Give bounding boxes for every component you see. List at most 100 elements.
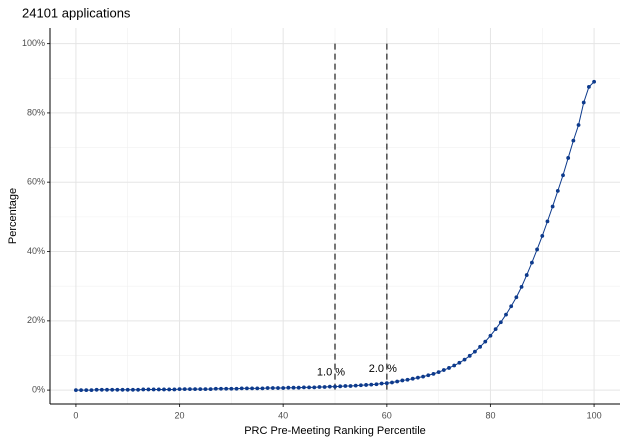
point <box>436 370 441 375</box>
point <box>457 360 462 365</box>
annotation: 2.0 % <box>369 363 397 375</box>
point <box>120 387 125 392</box>
point <box>131 387 135 392</box>
y-tick-label: 0% <box>32 385 45 395</box>
y-tick-label: 100% <box>22 38 45 48</box>
point <box>343 384 348 388</box>
point <box>379 381 384 386</box>
point <box>364 383 368 387</box>
point <box>493 327 498 332</box>
x-tick-label: 20 <box>175 410 185 420</box>
point <box>395 379 400 384</box>
point <box>115 387 120 392</box>
point <box>89 388 94 393</box>
point <box>307 385 311 390</box>
point <box>592 79 596 84</box>
point <box>317 385 322 389</box>
point <box>125 387 130 392</box>
point <box>193 387 197 391</box>
point <box>250 386 254 391</box>
x-tick-label: 40 <box>278 410 288 420</box>
point <box>441 368 446 372</box>
point <box>74 388 78 393</box>
point <box>296 385 301 390</box>
point <box>265 386 270 390</box>
x-tick-label: 0 <box>73 410 78 420</box>
point <box>384 381 389 386</box>
point <box>234 386 239 391</box>
point <box>239 386 244 391</box>
point <box>146 387 151 392</box>
point <box>587 85 591 89</box>
point <box>535 247 539 252</box>
point <box>79 388 83 393</box>
point <box>359 383 363 388</box>
point <box>162 387 166 392</box>
point <box>312 385 317 390</box>
point <box>514 295 519 300</box>
y-axis-label: Percentage <box>7 188 19 244</box>
point <box>374 382 379 387</box>
point <box>530 260 534 265</box>
point <box>182 387 187 391</box>
point <box>136 387 140 392</box>
point <box>276 386 280 390</box>
point <box>519 284 524 289</box>
point <box>426 373 431 378</box>
point <box>167 387 172 392</box>
point <box>322 385 327 389</box>
x-tick-label: 60 <box>382 410 392 420</box>
point <box>198 387 203 391</box>
point <box>524 273 529 277</box>
point <box>504 312 508 317</box>
point <box>213 386 218 391</box>
point <box>99 387 104 392</box>
point <box>224 386 229 391</box>
point <box>498 320 503 325</box>
point <box>478 344 482 349</box>
point <box>488 333 493 338</box>
point <box>555 188 560 193</box>
y-tick-label: 40% <box>27 246 45 256</box>
point <box>473 349 477 354</box>
point <box>348 384 353 388</box>
point <box>447 366 451 370</box>
point <box>110 387 115 392</box>
point <box>405 377 410 382</box>
point <box>576 123 581 127</box>
point <box>416 375 420 380</box>
point <box>431 371 436 376</box>
point <box>208 387 213 391</box>
point <box>141 387 146 392</box>
point <box>172 387 177 392</box>
point <box>188 387 192 391</box>
point <box>333 384 337 389</box>
point <box>270 386 275 390</box>
point <box>369 382 374 387</box>
point <box>255 386 260 391</box>
point <box>410 376 415 381</box>
annotation: 1.0 % <box>317 367 345 379</box>
point <box>260 386 265 391</box>
point <box>327 384 332 389</box>
point <box>229 386 234 391</box>
point <box>400 378 405 383</box>
point <box>281 386 286 390</box>
chart-title: 24101 applications <box>22 5 131 20</box>
point <box>94 387 99 392</box>
point <box>561 173 565 178</box>
point <box>566 156 571 160</box>
point <box>219 386 223 391</box>
point <box>540 234 545 238</box>
point <box>467 353 472 358</box>
point <box>151 387 156 392</box>
point <box>509 304 514 309</box>
point <box>581 100 586 105</box>
point <box>177 387 182 391</box>
x-tick-label: 100 <box>587 410 602 420</box>
point <box>390 380 394 385</box>
point <box>353 383 358 388</box>
point <box>291 385 296 390</box>
point <box>84 388 89 393</box>
